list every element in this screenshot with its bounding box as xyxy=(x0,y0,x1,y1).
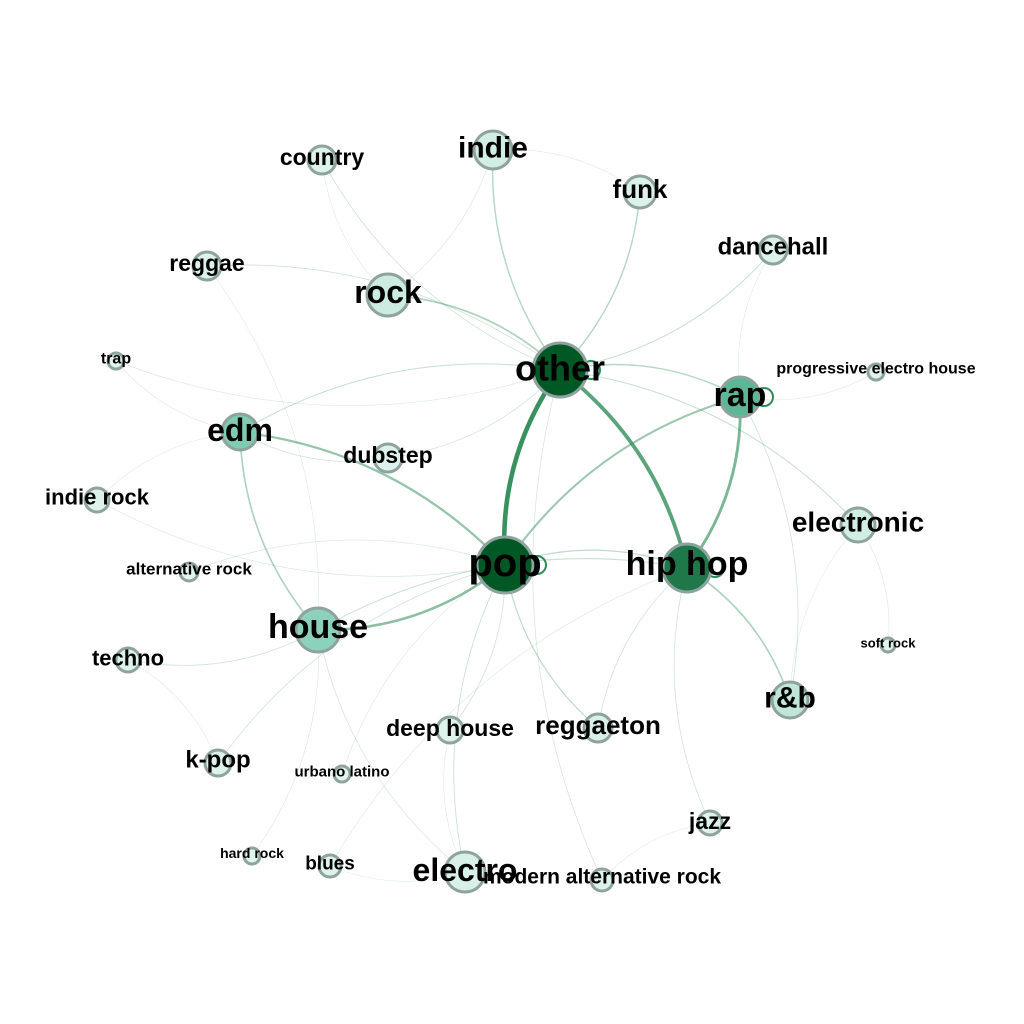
node-label-pop: pop xyxy=(468,541,541,585)
edge-pop-indie-rock xyxy=(96,499,506,577)
node-label-progressive-electro-house: progressive electro house xyxy=(776,361,975,378)
edge-pop-k-pop xyxy=(217,564,506,764)
edge-house-hard-rock xyxy=(251,629,319,857)
edge-rap-randb xyxy=(739,396,799,701)
edge-other-pop xyxy=(501,368,562,566)
node-dubstep xyxy=(372,442,404,474)
edge-edm-house xyxy=(239,431,319,631)
edge-pop-urbano-latino xyxy=(341,564,506,775)
node-label-modern-alternative-rock: modern alternative rock xyxy=(483,866,721,889)
node-label-edm: edm xyxy=(207,412,273,448)
node-house xyxy=(294,606,342,654)
edge-pop-edm xyxy=(239,430,506,566)
node-label-soft-rock: soft rock xyxy=(861,636,917,651)
edge-other-edm xyxy=(239,363,561,433)
node-rap xyxy=(718,375,762,419)
edge-other-dancehall xyxy=(559,249,774,371)
node-edm xyxy=(220,412,260,452)
node-label-urbano-latino: urbano latino xyxy=(295,764,390,781)
node-country xyxy=(306,144,338,176)
edge-other-funk xyxy=(559,191,641,371)
node-reggae xyxy=(191,250,223,282)
node-other xyxy=(531,341,589,399)
node-label-electronic: electronic xyxy=(792,507,924,538)
edge-other-modern-alternative-rock xyxy=(532,369,603,881)
node-label-blues: blues xyxy=(305,854,355,875)
edge-other-trap xyxy=(115,360,561,406)
edge-techno-k-pop xyxy=(127,659,219,764)
node-indie xyxy=(472,129,514,171)
node-hard-rock xyxy=(242,846,262,866)
edge-pop-rap xyxy=(504,395,741,566)
node-label-other: other xyxy=(515,348,605,389)
edge-hip-hop-blues xyxy=(329,567,688,867)
edge-pop-electro xyxy=(453,564,506,873)
node-label-house: house xyxy=(268,608,368,646)
edge-hip-hop-jazz xyxy=(673,567,711,824)
node-soft-rock xyxy=(879,636,897,654)
node-progressive-electro-house xyxy=(866,362,886,382)
edge-electronic-soft-rock xyxy=(857,524,890,646)
node-jazz xyxy=(696,809,724,837)
labels-layer: other pop hip hop rap edm house rock indie elect… xyxy=(45,132,976,889)
node-label-rock: rock xyxy=(354,274,422,310)
node-label-hard-rock: hard rock xyxy=(220,845,284,861)
node-rock xyxy=(365,272,411,318)
node-label-rap: rap xyxy=(714,376,767,414)
node-label-dubstep: dubstep xyxy=(343,442,432,468)
node-urbano-latino xyxy=(332,764,352,784)
node-hip-hop xyxy=(661,542,713,594)
node-dancehall xyxy=(757,234,789,266)
node-techno xyxy=(114,646,142,674)
node-label-indie-rock: indie rock xyxy=(45,485,150,510)
edge-other-indie xyxy=(491,149,561,371)
node-alternative-rock xyxy=(178,561,200,583)
edge-other-country xyxy=(321,159,561,371)
edge-hip-hop-reggaeton xyxy=(597,567,688,729)
node-label-jazz: jazz xyxy=(688,808,731,834)
edge-dancehall-rap xyxy=(737,249,774,398)
node-indie-rock xyxy=(83,486,111,514)
node-label-randb: r&b xyxy=(764,682,816,715)
edge-other-hip-hop xyxy=(558,368,689,569)
node-label-k-pop: k-pop xyxy=(185,747,250,774)
nodes-layer xyxy=(83,129,897,894)
node-pop xyxy=(475,535,535,595)
node-label-alternative-rock: alternative rock xyxy=(126,560,252,579)
node-electronic xyxy=(839,506,877,544)
node-label-dancehall: dancehall xyxy=(718,234,829,261)
node-trap xyxy=(106,351,126,371)
edge-electro-house xyxy=(317,629,466,873)
node-blues xyxy=(317,853,343,879)
edge-hip-hop-rap xyxy=(685,396,742,569)
node-randb xyxy=(770,680,810,720)
node-label-reggaeton: reggaeton xyxy=(535,710,661,740)
node-label-techno: techno xyxy=(92,646,164,671)
node-label-trap: trap xyxy=(101,351,131,368)
edge-house-techno xyxy=(127,629,319,666)
edge-modern-alternative-rock-jazz xyxy=(601,822,711,881)
node-label-hip-hop: hip hop xyxy=(626,545,749,583)
edge-electronic-randb xyxy=(789,524,859,701)
node-electro xyxy=(443,850,487,894)
node-label-electro: electro xyxy=(413,852,518,888)
node-funk xyxy=(622,174,658,210)
edge-other-electronic xyxy=(559,369,859,526)
node-label-funk: funk xyxy=(613,174,668,204)
node-label-deep-house: deep house xyxy=(386,715,514,741)
node-modern-alternative-rock xyxy=(589,867,615,893)
node-label-country: country xyxy=(280,144,365,170)
node-deep-house xyxy=(435,715,465,745)
node-reggaeton xyxy=(582,712,614,744)
node-label-reggae: reggae xyxy=(169,250,244,276)
node-k-pop xyxy=(203,748,233,778)
edge-reggae-house xyxy=(206,265,319,631)
node-label-indie: indie xyxy=(458,132,528,165)
edge-pop-alternative-rock xyxy=(188,539,506,573)
